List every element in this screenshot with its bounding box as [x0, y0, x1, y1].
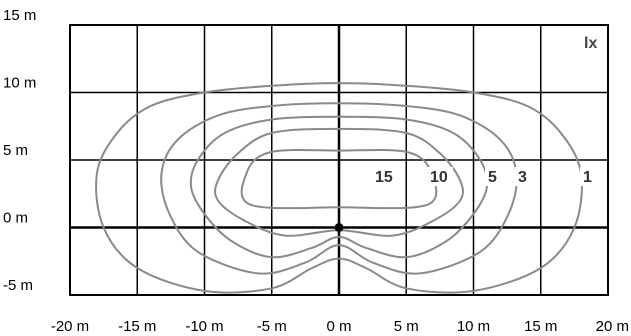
x-axis-ticks: -20 m -15 m -10 m -5 m 0 m 5 m 10 m 15 m 20 m: [51, 318, 629, 335]
x-tick-label: 10 m: [457, 318, 490, 335]
level-label-backdrop: [485, 167, 501, 186]
y-tick-label: 0 m: [3, 210, 28, 227]
level-label-backdrop: [372, 167, 398, 186]
grid: [69, 24, 609, 296]
isolux-line-1: [95, 82, 583, 294]
contour-level-labels: 1 3 5 10 15: [372, 167, 596, 186]
level-label-15: 15: [375, 169, 393, 186]
x-tick-label: -5 m: [257, 318, 287, 335]
x-tick-label: 0 m: [326, 318, 351, 335]
plot-frame: [69, 24, 609, 296]
y-tick-label: 15 m: [3, 7, 36, 24]
y-tick-label: 10 m: [3, 75, 36, 92]
x-tick-label: 20 m: [596, 318, 629, 335]
level-label-10: 10: [430, 169, 448, 186]
level-label-3: 3: [518, 169, 527, 186]
x-tick-label: -15 m: [118, 318, 156, 335]
luminaire-point: [334, 223, 344, 232]
unit-label-backdrop: [580, 31, 606, 53]
isolux-line-15: [240, 148, 438, 210]
level-label-5: 5: [488, 169, 497, 186]
isolux-line-3: [160, 102, 518, 275]
x-tick-label: 15 m: [524, 318, 557, 335]
y-tick-label: 5 m: [3, 142, 28, 159]
x-tick-label: -10 m: [185, 318, 223, 335]
level-label-backdrop: [580, 167, 596, 186]
unit-label: lx: [584, 35, 597, 52]
isolux-line-5: [189, 115, 489, 259]
y-axis-ticks: 15 m 10 m 5 m 0 m -5 m: [3, 7, 36, 294]
level-label-backdrop: [515, 167, 531, 186]
y-tick-label: -5 m: [3, 277, 33, 294]
level-label-1: 1: [583, 169, 592, 186]
x-tick-label: -20 m: [51, 318, 89, 335]
level-label-backdrop: [427, 167, 453, 186]
x-tick-label: 5 m: [394, 318, 419, 335]
